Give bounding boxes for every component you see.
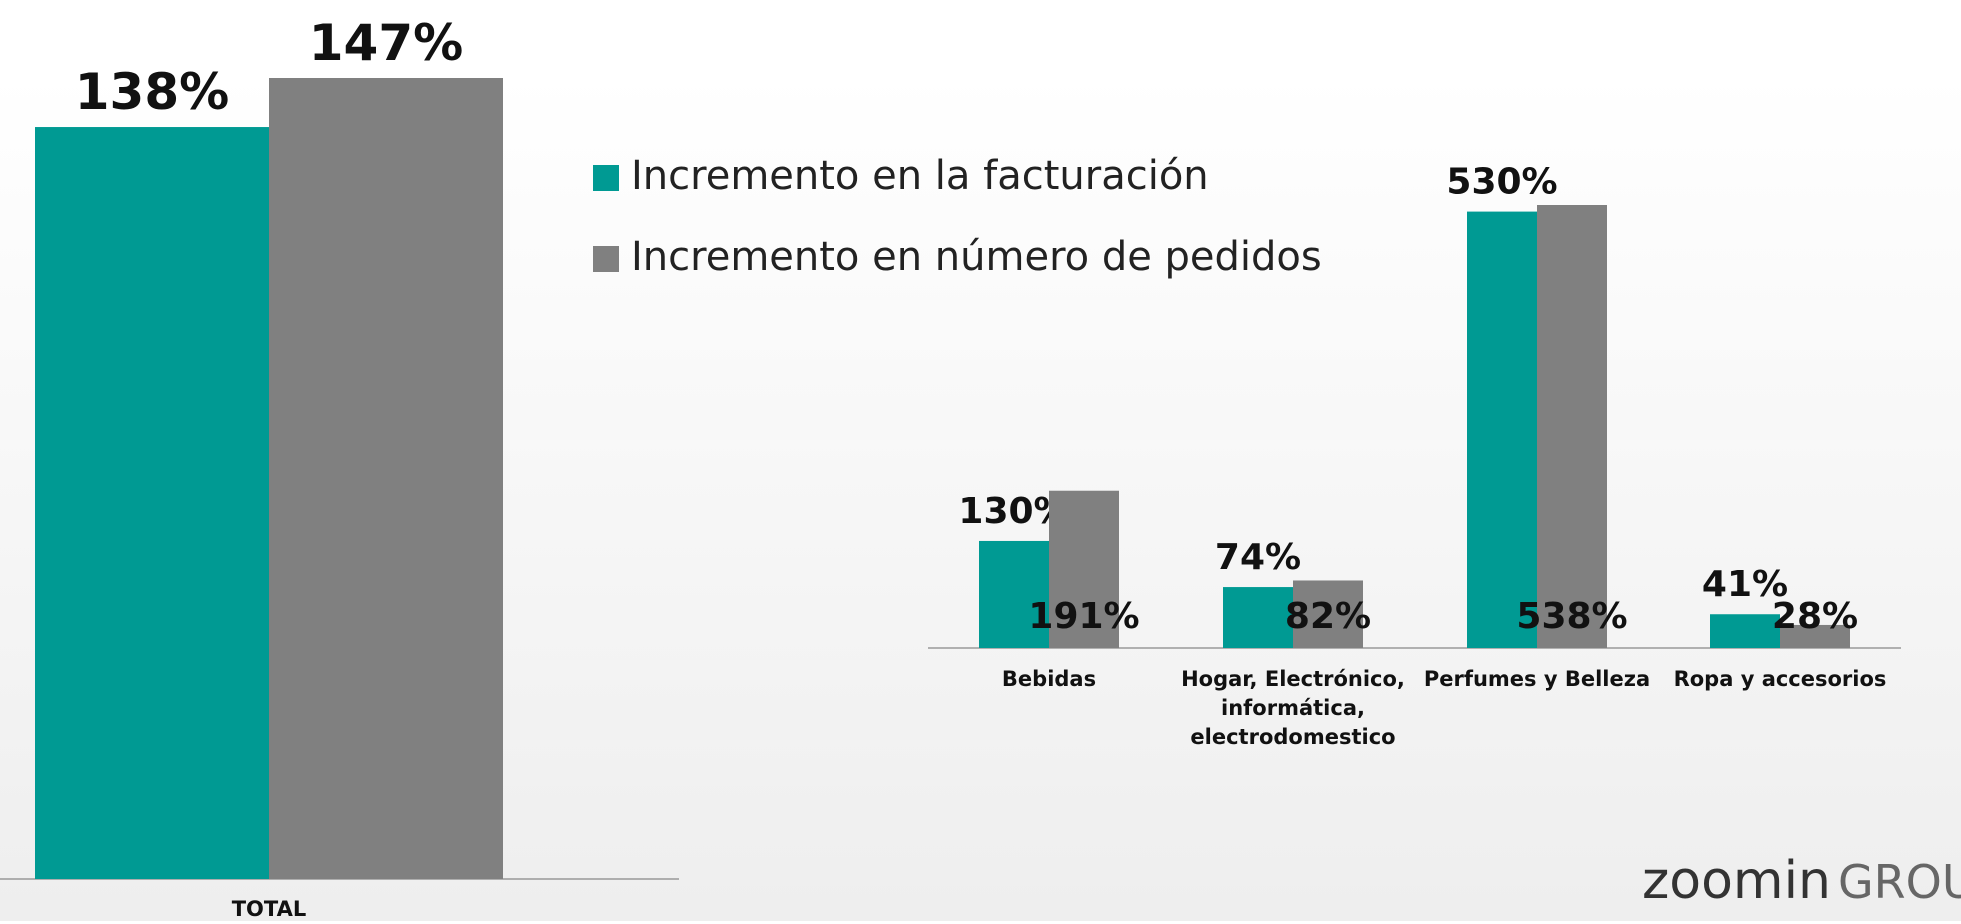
bar bbox=[1780, 624, 1850, 648]
legend-label: Incremento en número de pedidos bbox=[631, 234, 1322, 280]
x-tick-label: Hogar, Electrónico, informática, electro… bbox=[1181, 667, 1405, 749]
bar bbox=[1467, 211, 1537, 649]
data-label: 138% bbox=[75, 63, 229, 121]
data-label: 28% bbox=[1772, 596, 1858, 637]
legend-label: Incremento en la facturación bbox=[631, 153, 1209, 199]
bar bbox=[1537, 205, 1607, 648]
bar bbox=[35, 127, 269, 879]
bar bbox=[1223, 587, 1293, 648]
x-tick-label: TOTAL bbox=[231, 897, 307, 921]
logo-suffix: GROU bbox=[1838, 855, 1961, 909]
bar bbox=[979, 540, 1049, 648]
data-label: 82% bbox=[1285, 596, 1371, 637]
legend-swatch bbox=[593, 165, 619, 191]
x-tick-label: Perfumes y Belleza bbox=[1423, 667, 1651, 691]
data-label: 538% bbox=[1516, 596, 1627, 637]
x-tick-label: Bebidas bbox=[1001, 667, 1097, 691]
data-label: 530% bbox=[1446, 162, 1557, 203]
bar bbox=[1710, 614, 1780, 648]
bar bbox=[1293, 580, 1363, 648]
logo-word: zoomin bbox=[1642, 851, 1831, 911]
data-label: 191% bbox=[1028, 596, 1139, 637]
bar bbox=[269, 78, 503, 879]
data-label: 147% bbox=[309, 14, 463, 72]
data-label: 74% bbox=[1215, 537, 1301, 578]
bar bbox=[1049, 490, 1119, 648]
data-label: 41% bbox=[1702, 564, 1788, 605]
x-tick-label: Ropa y accesorios bbox=[1673, 667, 1887, 691]
legend-swatch bbox=[593, 246, 619, 272]
